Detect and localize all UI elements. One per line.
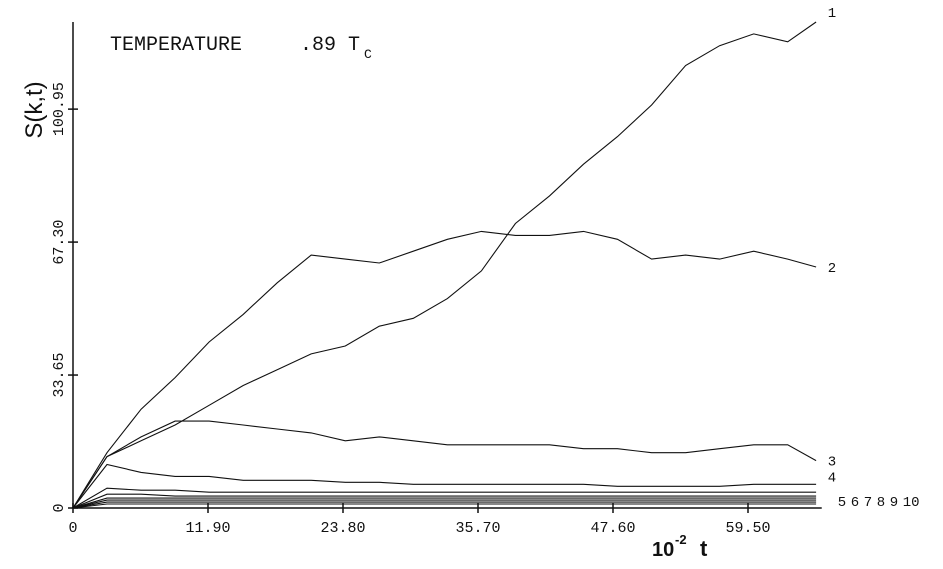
series-label: 7	[864, 495, 872, 511]
series-line	[72, 497, 817, 509]
series-line	[72, 463, 817, 509]
x-label-base: 10	[652, 539, 674, 561]
series-line	[72, 487, 817, 509]
series-line	[72, 493, 817, 509]
y-tick-label: 100.95	[51, 82, 68, 136]
series-label: 3	[828, 455, 836, 471]
x-tick-label: 11.90	[185, 520, 230, 537]
series-label: 6	[851, 495, 859, 511]
series-label: 10	[903, 495, 920, 511]
series-line	[72, 230, 817, 509]
series-label: 2	[828, 261, 836, 277]
series-line	[72, 499, 817, 509]
series-line	[72, 420, 817, 509]
y-tick-label: 33.65	[51, 353, 68, 398]
series-line	[72, 21, 817, 509]
series-label: 5	[838, 495, 846, 511]
series-label: 4	[828, 470, 836, 486]
series-label: 1	[828, 6, 836, 22]
series-line	[72, 501, 817, 509]
y-tick-label: 67.30	[51, 220, 68, 265]
series-line	[72, 503, 817, 509]
annotation-subscript: C	[364, 47, 372, 62]
annotation: .89 T	[300, 34, 360, 57]
x-tick-label: 23.80	[320, 520, 365, 537]
y-axis-label: S(k,t)	[21, 81, 48, 138]
x-tick-label: 35.70	[455, 520, 500, 537]
series-label: 8	[877, 495, 885, 511]
x-label-exponent: -2	[675, 532, 687, 547]
chart-title: TEMPERATURE	[110, 34, 242, 57]
series-label: 9	[890, 495, 898, 511]
x-tick-label: 0	[68, 520, 77, 537]
x-tick-label: 47.60	[590, 520, 635, 537]
y-tick-label: 0	[51, 503, 68, 512]
x-tick-label: 59.50	[725, 520, 770, 537]
x-label-var: t	[700, 536, 708, 561]
